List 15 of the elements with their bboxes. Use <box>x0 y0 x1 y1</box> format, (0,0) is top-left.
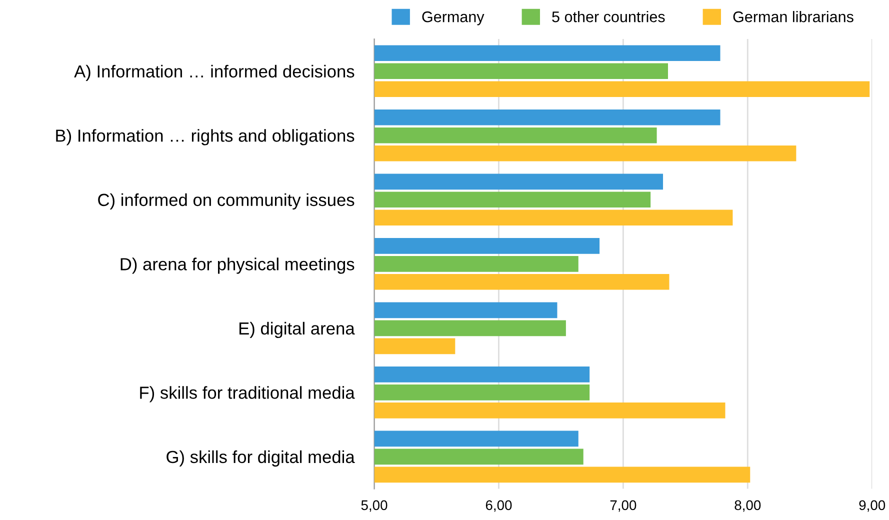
y-tick-label: E) digital arena <box>239 322 355 338</box>
x-tick-label: 6,00 <box>486 500 512 512</box>
y-tick-label: C) informed on community issues <box>98 193 354 210</box>
y-tick-label: D) arena for physical meetings <box>120 258 354 274</box>
x-tick-label: 7,00 <box>610 500 636 512</box>
y-tick-label: G) skills for digital media <box>166 450 355 467</box>
legend-label: 5 other countries <box>552 11 665 22</box>
x-tick-label: 5,00 <box>361 500 388 512</box>
x-tick-label: 9,00 <box>859 500 886 512</box>
y-tick-label: B) Information … rights and obligations <box>56 129 354 146</box>
y-tick-label: A) Information … informed decisions <box>74 64 354 82</box>
legend-label: German librarians <box>733 11 854 22</box>
x-tick-label: 8,00 <box>734 500 761 512</box>
legend-label: Germany <box>422 11 484 26</box>
y-tick-label: F) skills for traditional media <box>140 386 355 402</box>
